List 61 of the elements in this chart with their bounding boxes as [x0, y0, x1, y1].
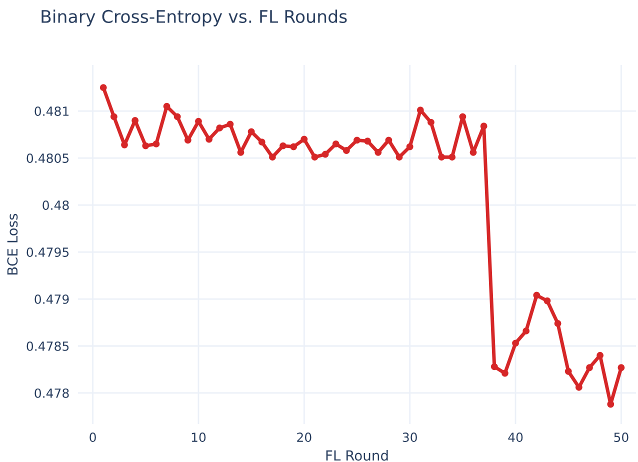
point	[459, 113, 466, 120]
point	[438, 154, 446, 161]
point	[226, 120, 234, 128]
point	[416, 106, 424, 114]
y-tick-label: 0.479	[34, 294, 69, 304]
point	[216, 124, 224, 132]
point	[280, 142, 286, 150]
point	[268, 154, 276, 161]
point	[501, 370, 508, 377]
point	[142, 142, 150, 150]
point	[554, 320, 562, 327]
y-tick-label: 0.481	[34, 106, 69, 116]
point	[322, 150, 329, 158]
x-axis-title: FL Round	[326, 450, 388, 461]
point	[132, 116, 139, 124]
point	[354, 136, 360, 144]
point	[512, 340, 519, 347]
point	[152, 140, 160, 148]
point	[575, 384, 582, 391]
point	[480, 122, 488, 130]
point	[206, 136, 213, 143]
point	[290, 143, 298, 150]
point	[586, 364, 593, 372]
y-tick-label: 0.4785	[26, 341, 69, 351]
x-tick-label: 10	[192, 432, 206, 442]
point	[448, 154, 456, 161]
point	[564, 368, 572, 375]
point	[618, 364, 625, 372]
y-tick-label: 0.478	[34, 388, 69, 398]
point	[311, 154, 318, 161]
point	[533, 292, 540, 299]
point	[522, 327, 530, 334]
x-tick-label: 40	[508, 432, 523, 442]
y-tick-label: 0.4795	[26, 247, 69, 257]
x-tick-label: 30	[402, 432, 417, 442]
x-tick-label: 0	[90, 432, 96, 442]
point	[332, 140, 340, 148]
y-tick-label: 0.48	[42, 200, 69, 210]
y-axis-title: BCE Loss	[7, 214, 18, 274]
point	[163, 102, 170, 110]
point	[385, 136, 392, 144]
point	[364, 138, 372, 145]
x-tick-label: 20	[297, 432, 312, 442]
point	[396, 154, 403, 161]
point	[342, 147, 350, 154]
point	[428, 118, 434, 126]
point	[544, 297, 551, 304]
point	[174, 113, 181, 120]
point	[110, 113, 118, 120]
chart-title: Binary Cross-Entropy vs. FL Rounds	[42, 10, 347, 26]
point	[258, 138, 266, 146]
point	[490, 363, 498, 370]
point	[596, 352, 604, 359]
point	[374, 148, 382, 156]
point	[248, 128, 255, 136]
point	[100, 84, 107, 92]
y-tick-label: 0.4805	[26, 154, 69, 163]
point	[406, 143, 414, 150]
point	[607, 400, 614, 408]
x-tick-label: 50	[614, 432, 628, 442]
point	[300, 136, 308, 143]
